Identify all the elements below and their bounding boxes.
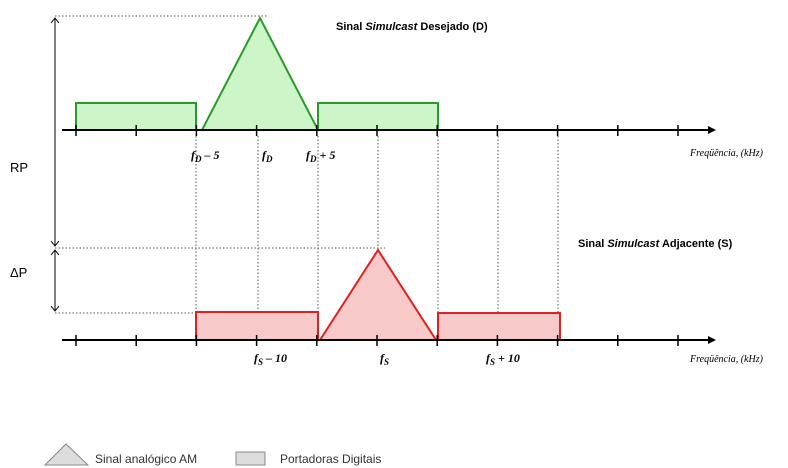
legend-triangle [43,443,90,466]
freq-sub: S [384,357,389,367]
freq-base: f [262,148,267,162]
freq-sub: D [265,154,273,164]
freq-base: f [191,148,196,162]
freq-suffix: + 10 [495,351,520,365]
freq-suffix: – 5 [202,148,220,162]
top-spectrum [75,15,439,131]
ticks [75,125,679,346]
top-title: Sinal Simulcast Desejado (D) [336,21,488,33]
freq-labels: fD – 5 fD fD + 5fS – 10 fS fS + 10 [191,148,520,367]
bottom-title: Sinal Simulcast Adjacente (S) [578,238,733,250]
freq-suffix: + 5 [317,148,336,162]
side-label: RP [10,160,28,175]
freq-sub: D [194,154,202,164]
bottom-spectrum [195,248,561,341]
legend-label: Portadoras Digitais [280,452,381,466]
freq-label: fS – 10 [254,351,287,367]
freq-suffix: – 10 [263,351,287,365]
axis-label: Freqüência, (kHz) [689,354,764,365]
freq-base: f [254,351,259,365]
freq-base: f [306,148,311,162]
freq-label: fS + 10 [486,351,520,367]
freq-label: fD [262,148,273,164]
freq-base: f [380,351,385,365]
freq-base: f [486,351,491,365]
axis-label: Freqüência, (kHz) [689,148,764,159]
guides [55,15,559,340]
freq-label: fD + 5 [306,148,335,164]
freq-sub: D [309,154,317,164]
freq-sub: S [490,357,495,367]
side-label: ΔP [10,265,27,280]
legend-rect [235,451,266,466]
legend-label: Sinal analógico AM [95,452,197,466]
freq-label: fS [380,351,389,367]
freq-label: fD – 5 [191,148,220,164]
freq-sub: S [258,357,263,367]
